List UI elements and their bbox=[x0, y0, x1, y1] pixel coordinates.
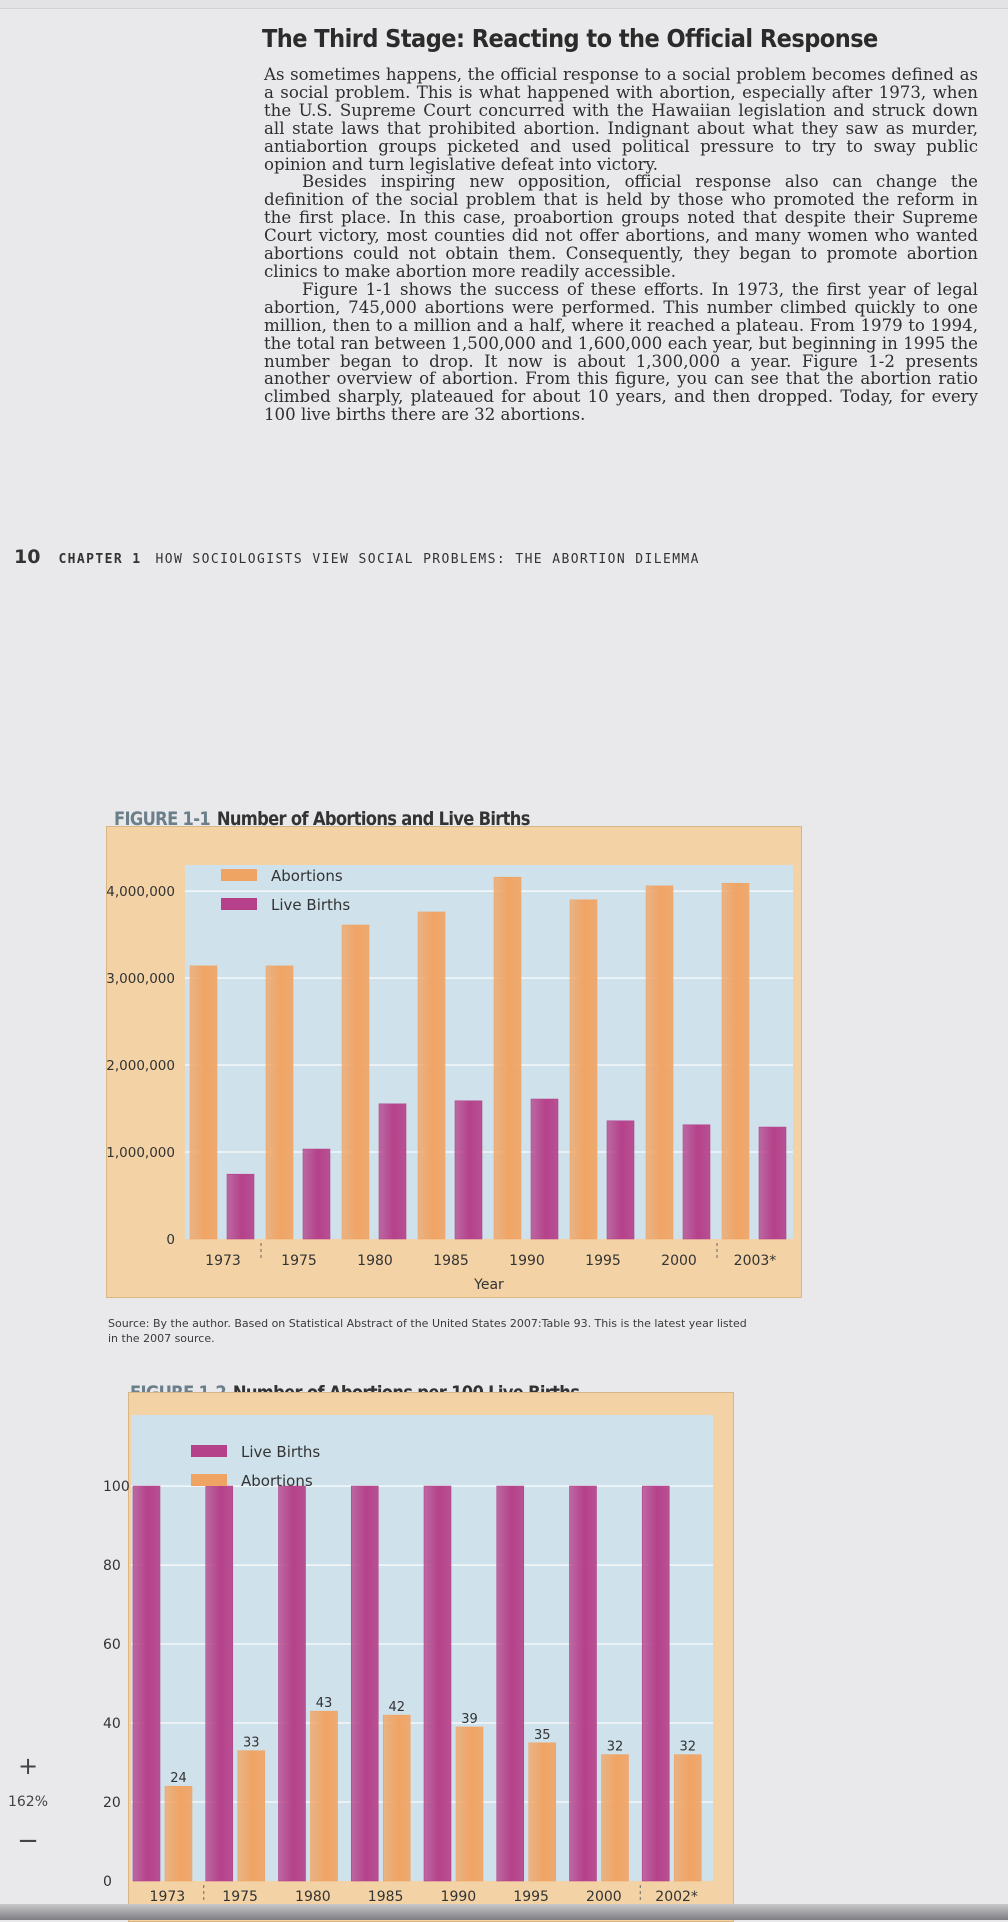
f2-legend-swatch bbox=[191, 1474, 227, 1486]
f2-y-tick-label: 0 bbox=[103, 1874, 112, 1890]
f2-y-tick-label: 40 bbox=[103, 1716, 121, 1732]
f2-bar-abortions bbox=[164, 1785, 193, 1882]
f1-bar-live-births bbox=[226, 1173, 255, 1240]
f1-x-tick-label: 1985 bbox=[433, 1253, 469, 1269]
f1-bar-live-births bbox=[454, 1100, 483, 1240]
f2-x-tick-label: 2002* bbox=[655, 1889, 698, 1905]
f2-bar-live-births bbox=[350, 1485, 379, 1882]
f2-bar-abortions bbox=[528, 1742, 557, 1882]
zoom-in-button[interactable]: + bbox=[17, 1752, 39, 1780]
f1-y-tick-label: 4,000,000 bbox=[107, 884, 175, 900]
f1-x-tick-label: 2003* bbox=[734, 1253, 777, 1269]
f1-legend-label: Abortions bbox=[271, 867, 343, 885]
f2-bar-live-births bbox=[132, 1485, 161, 1882]
f2-bar-abortions bbox=[310, 1710, 338, 1882]
body-text: As sometimes happens, the official respo… bbox=[264, 66, 978, 424]
f2-data-label: 32 bbox=[607, 1740, 624, 1755]
f2-x-tick-label: 1975 bbox=[222, 1889, 258, 1905]
f1-bar-abortions bbox=[341, 924, 370, 1240]
f2-data-label: 32 bbox=[679, 1740, 696, 1755]
page-number: 10 bbox=[14, 546, 41, 568]
figure1-label: FIGURE 1-1 bbox=[114, 808, 211, 830]
f2-data-label: 42 bbox=[388, 1700, 405, 1715]
f2-legend-swatch bbox=[191, 1445, 227, 1457]
f2-bar-abortions bbox=[237, 1750, 266, 1882]
f1-bar-abortions bbox=[493, 876, 522, 1240]
f2-bar-abortions bbox=[673, 1754, 702, 1882]
f1-bar-abortions bbox=[189, 965, 218, 1240]
zoom-control: + 162% − bbox=[6, 1752, 50, 1856]
f2-data-label: 33 bbox=[243, 1736, 260, 1751]
f2-bar-live-births bbox=[641, 1485, 670, 1882]
f1-bar-live-births bbox=[758, 1126, 787, 1240]
figure2-frame: 0 20 40 60 80 100 24 1973 33 1975 43 1980 42 1985 39 19… bbox=[103, 1392, 734, 1922]
chapter-label: CHAPTER 1 bbox=[58, 552, 142, 567]
f2-bar-live-births bbox=[278, 1485, 306, 1882]
f1-legend-swatch bbox=[221, 898, 257, 910]
f2-data-label: 39 bbox=[461, 1712, 478, 1727]
f2-data-label: 35 bbox=[534, 1728, 551, 1743]
f2-bar-live-births bbox=[496, 1485, 525, 1882]
f2-bar-live-births bbox=[423, 1485, 452, 1882]
f1-bar-live-births bbox=[530, 1098, 559, 1240]
f1-bar-live-births bbox=[378, 1103, 407, 1240]
zoom-out-button[interactable]: − bbox=[17, 1826, 39, 1856]
paragraph-3: Figure 1-1 shows the success of these ef… bbox=[264, 279, 978, 425]
paragraph-2: Besides inspiring new opposition, offici… bbox=[264, 172, 978, 281]
f2-x-tick-label: 1980 bbox=[295, 1889, 331, 1905]
f2-bar-abortions bbox=[455, 1726, 484, 1882]
f1-y-tick-label: 2,000,000 bbox=[107, 1058, 175, 1074]
f2-legend-label: Live Births bbox=[241, 1443, 320, 1461]
screen-bottom-edge bbox=[0, 1904, 1008, 1920]
section-heading: The Third Stage: Reacting to the Officia… bbox=[262, 24, 878, 53]
figure1-title-text: Number of Abortions and Live Births bbox=[216, 808, 531, 830]
page-top-edge bbox=[0, 0, 1008, 9]
f1-x-tick-label: 1990 bbox=[509, 1253, 545, 1269]
f2-x-tick-label: 1973 bbox=[150, 1889, 186, 1905]
figure1-source: Source: By the author. Based on Statisti… bbox=[108, 1317, 747, 1345]
figure2-chart: 0 20 40 60 80 100 24 1973 33 1975 43 1980 42 1985 39 19… bbox=[103, 1415, 713, 1905]
f2-data-label: 43 bbox=[316, 1696, 333, 1711]
f1-bar-abortions bbox=[645, 885, 674, 1240]
f2-bar-live-births bbox=[569, 1485, 597, 1882]
f1-bar-abortions bbox=[265, 965, 294, 1240]
f2-legend-label: Abortions bbox=[241, 1472, 313, 1490]
f1-y-tick-label: 3,000,000 bbox=[107, 971, 175, 987]
f1-bar-abortions bbox=[569, 899, 598, 1240]
f1-bar-live-births bbox=[302, 1148, 331, 1240]
f1-x-tick-label: 1995 bbox=[585, 1253, 621, 1269]
f1-x-tick-label: 2000 bbox=[661, 1253, 697, 1269]
f2-x-tick-label: 1995 bbox=[513, 1889, 549, 1905]
f1-x-tick-label: 1973 bbox=[205, 1253, 241, 1269]
f1-bar-live-births bbox=[682, 1124, 711, 1240]
f1-legend-swatch bbox=[221, 869, 257, 881]
f1-y-tick-label: 0 bbox=[166, 1232, 175, 1248]
figure1-chart: 0 1,000,000 2,000,000 3,000,000 4,000,000 197… bbox=[107, 865, 793, 1293]
paragraph-1: As sometimes happens, the official respo… bbox=[264, 65, 978, 174]
figure1-frame: 0 1,000,000 2,000,000 3,000,000 4,000,000 197… bbox=[106, 826, 802, 1298]
f2-y-tick-label: 60 bbox=[103, 1637, 121, 1653]
f2-x-tick-label: 1990 bbox=[441, 1889, 477, 1905]
f2-bar-live-births bbox=[205, 1485, 234, 1882]
f2-y-tick-label: 20 bbox=[103, 1795, 121, 1811]
f1-bar-live-births bbox=[606, 1120, 635, 1240]
f2-y-tick-label: 100 bbox=[103, 1479, 130, 1495]
figure1-title: FIGURE 1-1 Number of Abortions and Live B… bbox=[114, 808, 530, 830]
f2-data-label: 24 bbox=[170, 1771, 187, 1786]
f1-x-tick-label: 1975 bbox=[281, 1253, 317, 1269]
chapter-title: HOW SOCIOLOGISTS VIEW SOCIAL PROBLEMS: T… bbox=[155, 552, 700, 567]
f1-bar-abortions bbox=[721, 882, 750, 1240]
f2-x-tick-label: 2000 bbox=[586, 1889, 622, 1905]
f1-x-axis-label: Year bbox=[473, 1277, 504, 1293]
zoom-level: 162% bbox=[7, 1794, 49, 1810]
f1-bar-abortions bbox=[417, 911, 446, 1240]
f2-y-tick-label: 80 bbox=[103, 1558, 121, 1574]
f2-bar-abortions bbox=[382, 1714, 411, 1882]
f1-x-tick-label: 1980 bbox=[357, 1253, 393, 1269]
f1-legend-label: Live Births bbox=[271, 896, 350, 914]
f2-x-tick-label: 1985 bbox=[368, 1889, 404, 1905]
f1-y-tick-label: 1,000,000 bbox=[107, 1145, 175, 1161]
f2-bar-abortions bbox=[601, 1754, 629, 1882]
running-head: 10 CHAPTER 1 HOW SOCIOLOGISTS VIEW SOCIAL … bbox=[14, 546, 700, 568]
